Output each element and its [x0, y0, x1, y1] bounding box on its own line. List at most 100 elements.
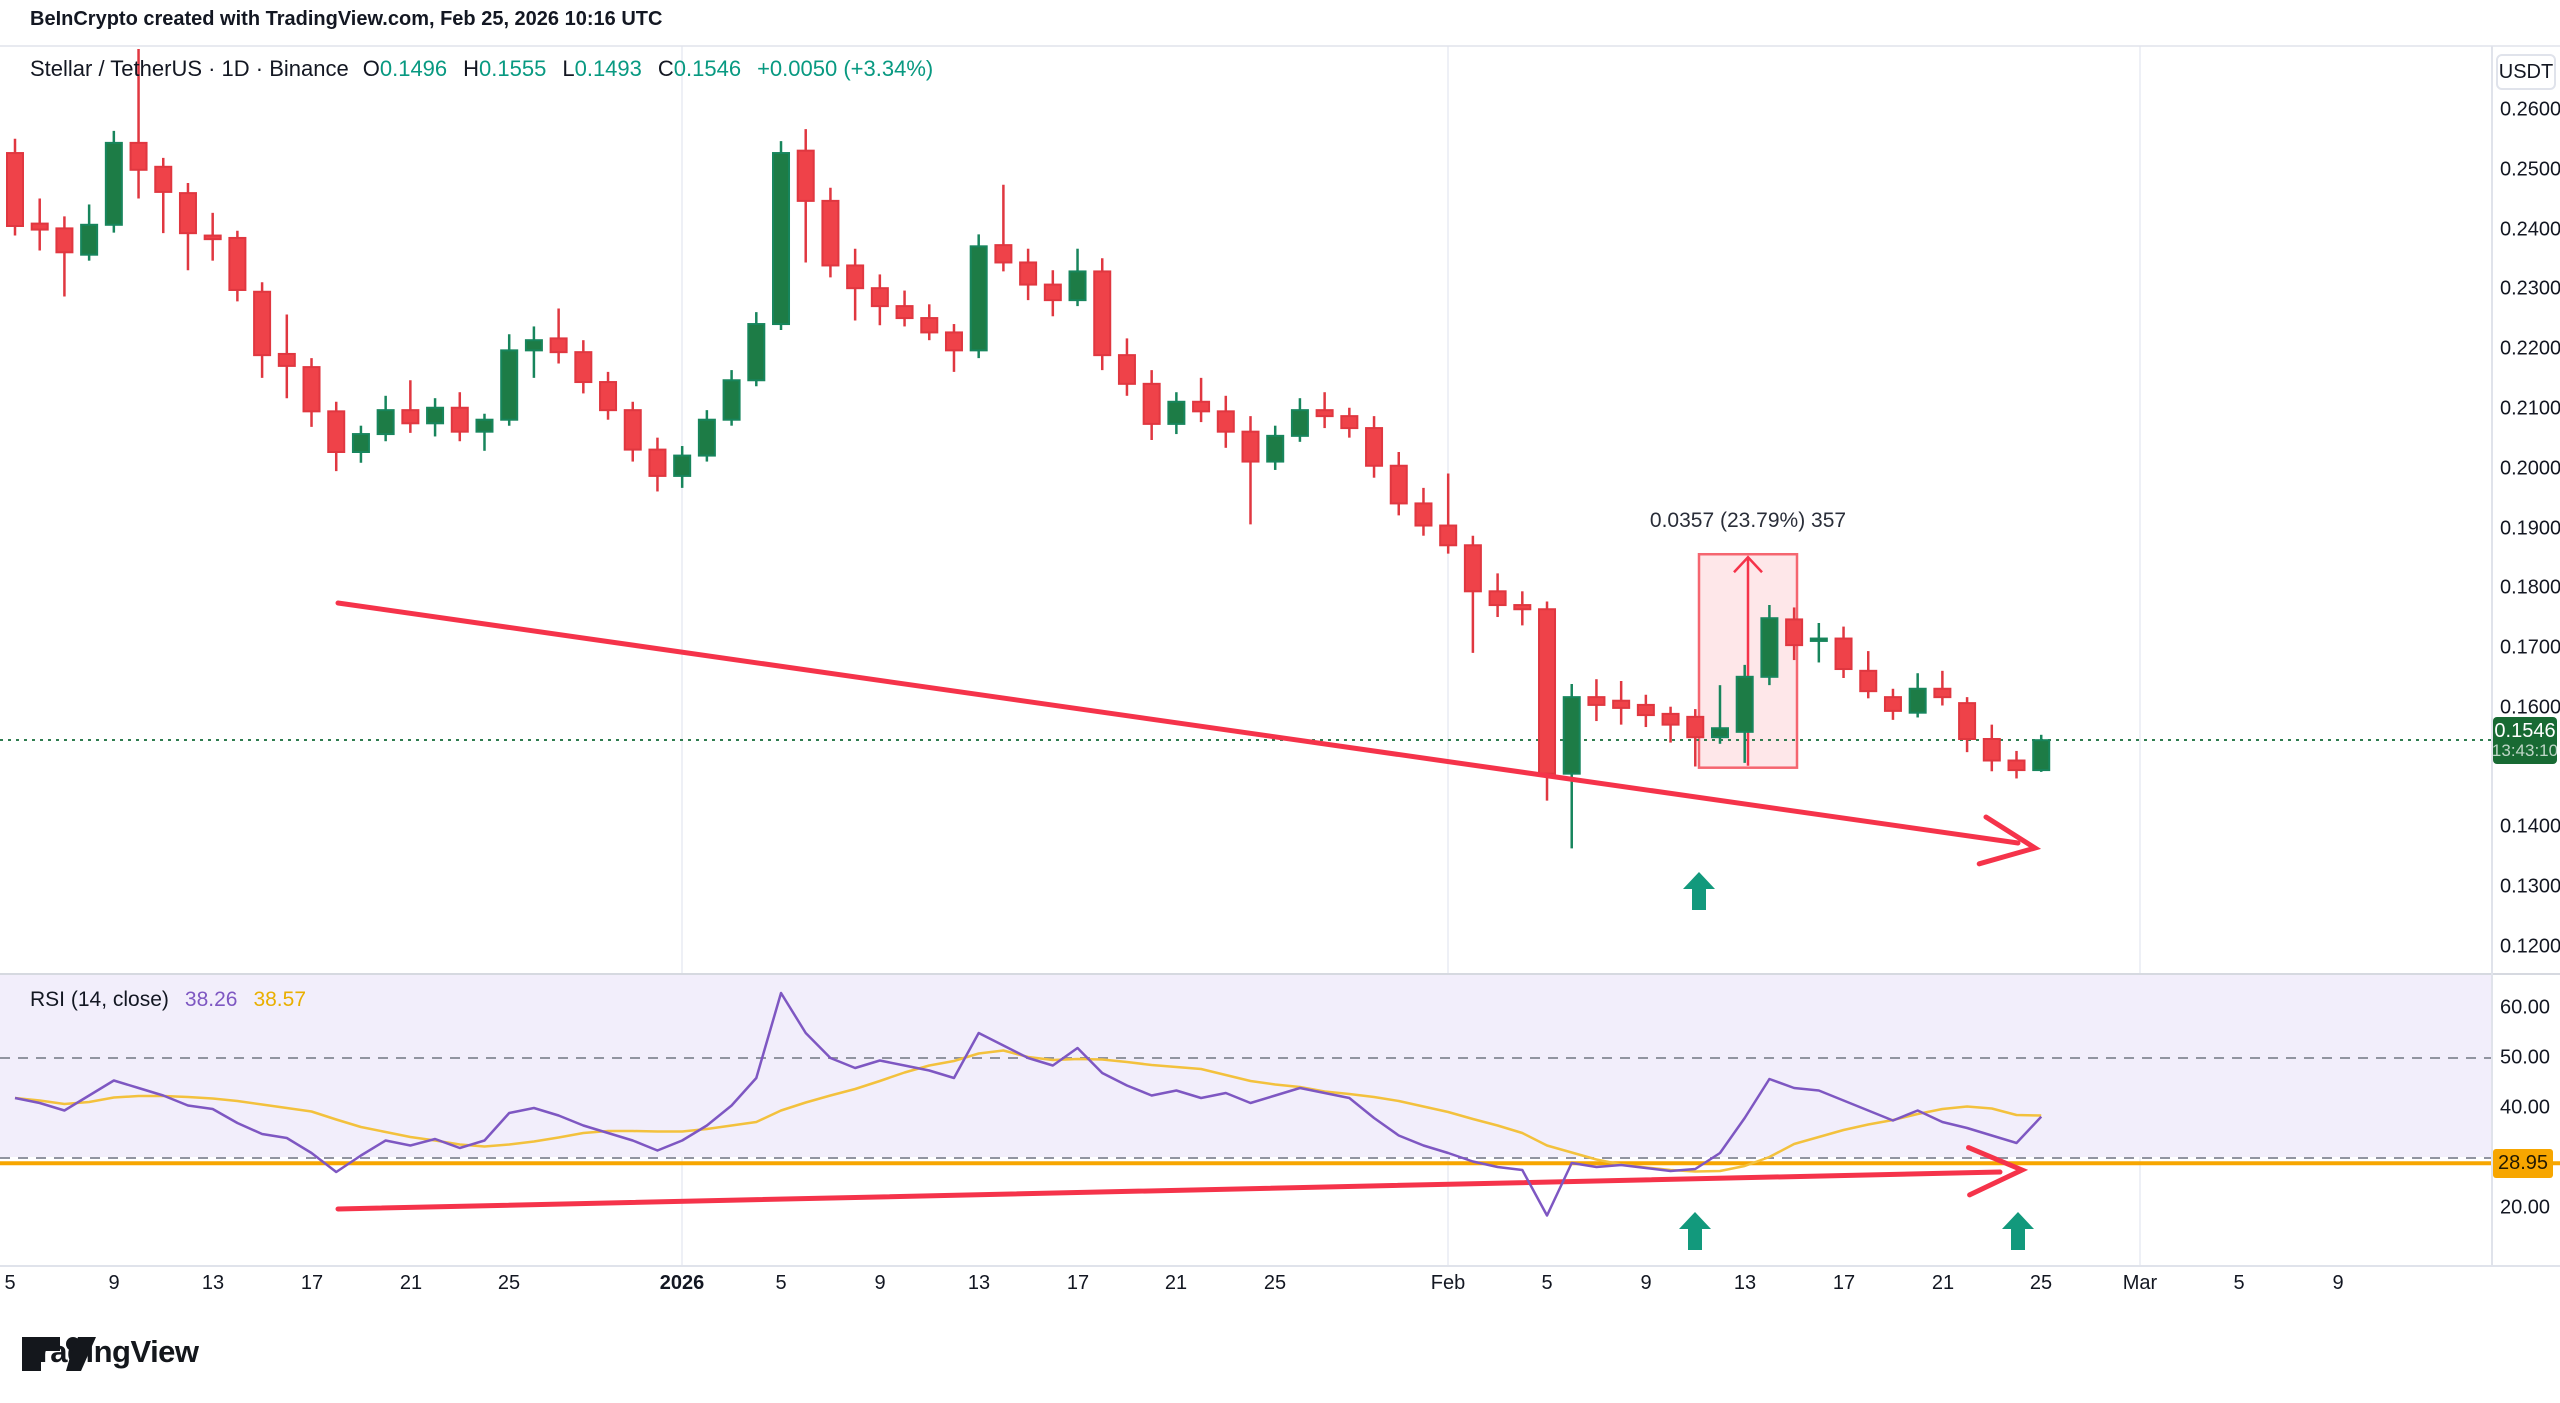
- candle[interactable]: [623, 409, 642, 451]
- candle[interactable]: [1760, 617, 1779, 678]
- rsi-trendline[interactable]: [335, 1169, 2003, 1212]
- price-tick: 0.1700: [2500, 636, 2560, 659]
- candle[interactable]: [549, 337, 568, 354]
- candle[interactable]: [1290, 409, 1309, 437]
- candle[interactable]: [1908, 687, 1927, 714]
- candle[interactable]: [796, 149, 815, 202]
- candle[interactable]: [30, 222, 49, 231]
- candle[interactable]: [870, 287, 889, 308]
- candle[interactable]: [821, 199, 840, 267]
- candle[interactable]: [1636, 703, 1655, 717]
- candle[interactable]: [203, 234, 222, 241]
- candle[interactable]: [1043, 283, 1062, 302]
- candle[interactable]: [376, 409, 395, 436]
- candle[interactable]: [994, 244, 1013, 264]
- candle[interactable]: [327, 410, 346, 453]
- candle[interactable]: [1266, 434, 1285, 463]
- candle[interactable]: [1414, 502, 1433, 527]
- candle[interactable]: [1686, 715, 1705, 739]
- candle[interactable]: [920, 317, 939, 334]
- candle[interactable]: [1241, 430, 1260, 463]
- candle[interactable]: [55, 227, 74, 254]
- time-axis-label: 21: [399, 1272, 423, 1294]
- candle[interactable]: [129, 141, 148, 171]
- candle[interactable]: [1834, 637, 1853, 671]
- candle[interactable]: [846, 264, 865, 290]
- candle[interactable]: [1809, 637, 1828, 642]
- candle[interactable]: [351, 433, 370, 453]
- candle[interactable]: [1538, 608, 1557, 775]
- candle[interactable]: [1216, 410, 1235, 433]
- candle[interactable]: [772, 152, 791, 326]
- symbol-legend[interactable]: Stellar / TetherUS · 1D · Binance O0.149…: [30, 56, 933, 82]
- candle[interactable]: [1785, 618, 1804, 647]
- candle[interactable]: [599, 381, 618, 412]
- candle[interactable]: [178, 192, 197, 235]
- candle[interactable]: [302, 366, 321, 413]
- candle[interactable]: [1142, 382, 1161, 425]
- up-arrow-marker[interactable]: [1683, 872, 1715, 910]
- candle[interactable]: [944, 331, 963, 352]
- currency-toggle-button[interactable]: USDT: [2496, 54, 2556, 90]
- candle[interactable]: [524, 339, 543, 352]
- candle[interactable]: [1192, 400, 1211, 413]
- tradingview-brand[interactable]: TradingView: [22, 1334, 199, 1371]
- candle[interactable]: [1093, 270, 1112, 357]
- candle[interactable]: [6, 152, 24, 227]
- candle[interactable]: [426, 406, 445, 425]
- candle[interactable]: [1315, 409, 1334, 418]
- candle[interactable]: [895, 305, 914, 320]
- candle[interactable]: [450, 406, 469, 433]
- candle[interactable]: [1463, 544, 1482, 593]
- candle[interactable]: [2032, 739, 2051, 772]
- candle[interactable]: [1439, 524, 1458, 547]
- up-arrow-marker[interactable]: [2002, 1212, 2034, 1250]
- candle[interactable]: [1117, 354, 1136, 385]
- candle[interactable]: [1365, 427, 1384, 467]
- candle[interactable]: [2007, 759, 2026, 772]
- candle[interactable]: [277, 352, 296, 367]
- candle[interactable]: [154, 165, 173, 193]
- candle[interactable]: [648, 448, 667, 477]
- candle[interactable]: [1735, 675, 1754, 733]
- up-arrow-marker[interactable]: [1679, 1212, 1711, 1250]
- candle[interactable]: [1488, 590, 1507, 607]
- rsi-legend[interactable]: RSI (14, close) 38.26 38.57: [30, 988, 306, 1012]
- candle[interactable]: [1859, 669, 1878, 693]
- candle[interactable]: [500, 349, 519, 421]
- symbol-title[interactable]: Stellar / TetherUS · 1D · Binance: [30, 56, 349, 81]
- candle[interactable]: [969, 245, 988, 352]
- candle[interactable]: [722, 379, 741, 421]
- candle[interactable]: [253, 290, 272, 357]
- candle[interactable]: [1883, 696, 1902, 712]
- candle[interactable]: [574, 351, 593, 384]
- rsi-title[interactable]: RSI (14, close): [30, 988, 169, 1011]
- candle[interactable]: [1958, 702, 1977, 740]
- candle[interactable]: [1982, 737, 2001, 762]
- price-trendline[interactable]: [335, 600, 2021, 846]
- candle[interactable]: [1340, 415, 1359, 430]
- candle[interactable]: [697, 418, 716, 457]
- candle[interactable]: [475, 418, 494, 433]
- candle[interactable]: [1661, 712, 1680, 726]
- candle[interactable]: [1587, 696, 1606, 706]
- measure-annotation-label[interactable]: 0.0357 (23.79%) 357: [1649, 509, 1847, 532]
- candle[interactable]: [1167, 400, 1186, 425]
- candle[interactable]: [747, 323, 766, 382]
- candle[interactable]: [1710, 727, 1729, 739]
- candle[interactable]: [1612, 699, 1631, 709]
- candle[interactable]: [1389, 464, 1408, 505]
- candle[interactable]: [1068, 270, 1087, 302]
- candle[interactable]: [228, 236, 247, 291]
- candle[interactable]: [104, 141, 123, 226]
- time-axis-label: 21: [1931, 1272, 1955, 1294]
- candle[interactable]: [1933, 687, 1952, 699]
- candle[interactable]: [401, 409, 420, 425]
- candle[interactable]: [1019, 261, 1038, 286]
- candle[interactable]: [1513, 604, 1532, 611]
- candle[interactable]: [80, 223, 99, 256]
- candle[interactable]: [1562, 696, 1581, 775]
- candle[interactable]: [673, 454, 692, 477]
